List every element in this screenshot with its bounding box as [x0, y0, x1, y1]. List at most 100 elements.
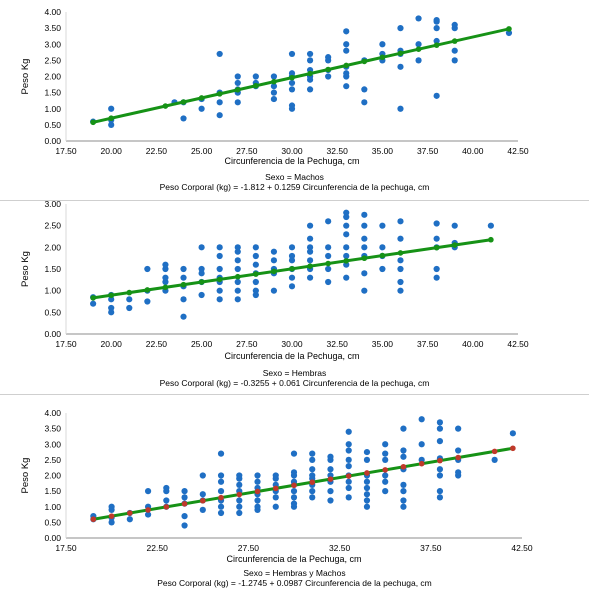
data-point	[505, 29, 513, 37]
regression-point	[397, 50, 404, 57]
data-point	[397, 265, 404, 273]
x-tick-label: 27.50	[238, 543, 260, 553]
data-point	[436, 494, 444, 501]
regression-point	[108, 292, 114, 299]
data-point	[252, 73, 259, 80]
y-tick-label: 3.00	[44, 439, 61, 449]
data-point	[455, 425, 462, 432]
data-point	[288, 86, 296, 93]
data-point	[217, 509, 225, 517]
y-tick-label: 3.00	[44, 199, 61, 209]
regression-line	[93, 446, 514, 521]
y-tick-label: 3.00	[44, 39, 61, 49]
data-point	[288, 102, 296, 109]
data-point	[108, 309, 115, 316]
y-tick-label: 0.50	[44, 120, 61, 130]
regression-point	[361, 58, 368, 65]
regression-point	[343, 258, 350, 264]
data-point	[108, 296, 115, 303]
data-point	[400, 453, 407, 460]
data-point	[491, 456, 498, 463]
regression-point	[234, 273, 241, 280]
regression-point	[218, 494, 224, 501]
data-point	[509, 430, 516, 437]
data-point	[343, 47, 350, 54]
data-point	[162, 278, 169, 286]
x-tick-label: 27.50	[236, 339, 258, 349]
x-tick-label: 42.50	[507, 339, 529, 349]
data-point	[436, 438, 444, 445]
regression-point	[108, 115, 114, 122]
regression-point	[379, 252, 386, 259]
data-point	[126, 296, 133, 303]
chart-panel-hembras: 0.00 0.50 1.00 1.50 2.00 2.50 3.00 17.50 20.00 22…	[6, 198, 583, 392]
regression-point	[126, 289, 133, 296]
data-point	[252, 244, 259, 251]
data-point	[234, 296, 241, 303]
regression-point	[491, 448, 498, 455]
x-tick-label: 27.50	[236, 146, 258, 156]
data-point	[345, 478, 352, 485]
data-point	[343, 28, 350, 35]
panel-divider-2	[0, 394, 589, 395]
data-point	[144, 265, 151, 273]
data-point	[361, 211, 368, 218]
caption-equation-hembras: Peso Corporal (kg) = -0.3255 + 0.061 Cir…	[159, 378, 430, 388]
regression-point	[289, 74, 295, 81]
data-point	[397, 287, 404, 294]
x-tick-label: 30.00	[281, 146, 303, 156]
data-point	[343, 70, 350, 77]
data-point	[199, 506, 206, 513]
data-point	[415, 57, 422, 64]
regression-point	[325, 260, 331, 267]
y-tick-label: 1.50	[44, 88, 61, 98]
scatter-plot-machos: 0.00 0.50 1.00 1.50 2.00 2.50 3.00 3.50 4.00 17.5…	[20, 7, 529, 166]
regression-point	[327, 476, 334, 482]
data-point	[345, 494, 352, 501]
data-point	[234, 265, 241, 273]
data-point	[306, 257, 314, 264]
data-point	[234, 287, 241, 294]
scatter-plot-ambos: 0.00 0.50 1.00 1.50 2.00 2.50 3.00 3.50 4.00 17.5…	[20, 408, 533, 564]
data-point	[397, 105, 404, 112]
data-point	[363, 478, 371, 485]
data-point	[382, 450, 389, 457]
data-point	[325, 265, 332, 273]
data-point	[433, 265, 440, 273]
data-point	[345, 456, 352, 463]
data-point	[382, 456, 389, 463]
regression-point	[216, 91, 223, 97]
data-point	[400, 481, 407, 488]
data-point	[162, 261, 169, 268]
y-axis-title: Peso Kg	[20, 458, 31, 494]
regression-point	[90, 119, 96, 126]
scatter-plot-hembras: 0.00 0.50 1.00 1.50 2.00 2.50 3.00 17.50 20.00 22…	[20, 199, 529, 361]
data-point	[361, 270, 368, 277]
data-point	[234, 244, 241, 251]
data-point	[382, 488, 389, 495]
regression-point	[216, 276, 223, 283]
data-point	[325, 218, 332, 225]
regression-point	[455, 454, 461, 461]
data-point	[216, 112, 223, 119]
data-point	[345, 441, 352, 448]
data-point	[288, 70, 296, 77]
data-point	[418, 441, 425, 448]
data-point	[343, 83, 350, 90]
data-point	[270, 287, 278, 294]
y-tick-label: 2.00	[44, 471, 61, 481]
regression-point	[145, 507, 151, 513]
data-point	[415, 41, 422, 48]
data-point	[306, 244, 314, 251]
y-tick-label: 1.00	[44, 286, 61, 296]
data-point	[400, 447, 407, 454]
regression-point	[418, 460, 425, 467]
data-point	[270, 257, 278, 264]
x-tick-label: 17.50	[55, 146, 77, 156]
regression-point	[181, 501, 188, 507]
data-point	[451, 47, 458, 54]
data-point	[382, 472, 389, 479]
data-point	[345, 484, 352, 492]
data-point	[363, 503, 371, 510]
regression-point	[253, 271, 259, 277]
